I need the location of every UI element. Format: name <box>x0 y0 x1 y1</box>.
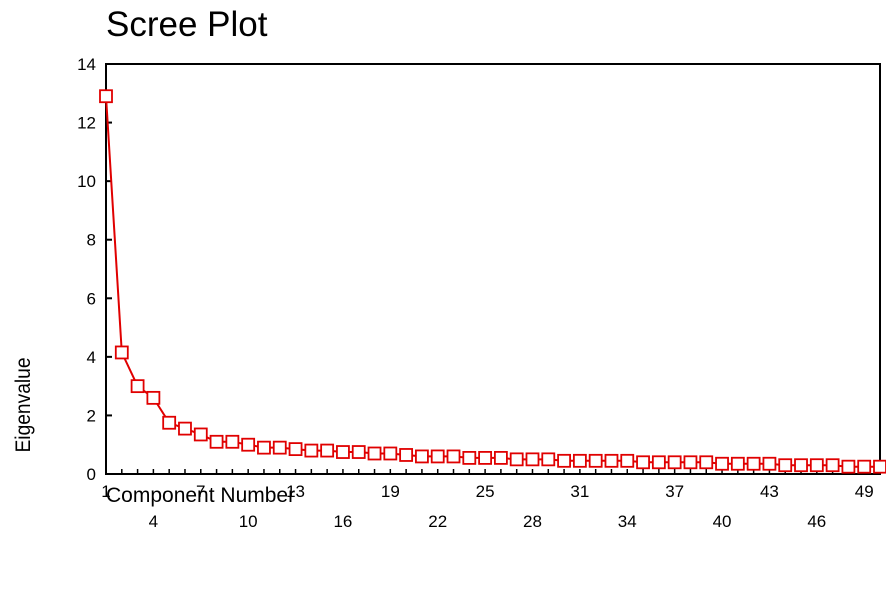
data-point-marker <box>857 459 872 474</box>
data-point-marker <box>699 455 714 470</box>
x-axis-ticks: 1 7 13 19 25 31 37 43 49 4 10 16 22 28 34 40 46 <box>101 469 881 531</box>
data-point-marker <box>636 455 650 470</box>
data-point-marker <box>320 443 335 458</box>
x-tick-label: 4 <box>149 512 158 531</box>
y-tick-label: 8 <box>87 231 96 250</box>
data-point-marker <box>572 453 587 468</box>
data-point-marker <box>462 450 477 465</box>
data-point-marker <box>730 456 745 471</box>
data-point-marker <box>794 458 808 473</box>
x-tick-label: 16 <box>333 512 352 531</box>
data-point-marker <box>762 456 777 471</box>
data-point-marker <box>667 455 682 470</box>
data-point-marker <box>541 452 556 467</box>
data-point-marker <box>509 452 524 467</box>
eigenvalue-line <box>105 96 880 468</box>
data-point-marker <box>383 446 398 461</box>
plot-border <box>105 63 881 475</box>
data-point-marker <box>778 458 793 473</box>
x-tick-label: 19 <box>381 482 400 501</box>
x-tick-label: 46 <box>807 512 826 531</box>
y-tick-label: 12 <box>77 114 96 133</box>
x-tick-label: 13 <box>286 482 305 501</box>
data-point-marker <box>493 450 508 465</box>
data-point-marker <box>525 452 540 467</box>
data-point-marker <box>478 450 493 465</box>
data-point-marker <box>683 455 698 470</box>
eigenvalue-series <box>105 96 880 468</box>
data-point-marker <box>336 445 350 459</box>
data-point-marker <box>604 453 619 468</box>
data-point-marker <box>225 434 240 449</box>
y-tick-label: 0 <box>87 465 96 484</box>
data-point-marker <box>715 456 729 471</box>
y-tick-label: 2 <box>87 406 96 425</box>
data-point-marker <box>873 459 886 474</box>
x-tick-label: 37 <box>665 482 684 501</box>
data-point-marker <box>399 448 414 462</box>
x-tick-label: 28 <box>523 512 542 531</box>
data-point-marker <box>415 449 429 464</box>
data-point-marker <box>557 453 571 468</box>
data-point-marker <box>430 449 445 464</box>
chart-title: Scree Plot <box>106 5 268 44</box>
y-tick-label: 10 <box>77 172 96 191</box>
x-tick-label: 1 <box>101 482 110 501</box>
data-point-marker <box>178 421 192 436</box>
data-point-marker <box>272 440 287 455</box>
x-tick-label: 49 <box>855 482 874 501</box>
x-tick-label: 22 <box>428 512 447 531</box>
data-point-marker <box>241 437 256 452</box>
data-point-marker <box>446 449 461 464</box>
data-point-marker <box>288 442 303 457</box>
plot-frame <box>105 63 881 475</box>
data-point-marker <box>651 455 666 470</box>
x-tick-label: 43 <box>760 482 779 501</box>
x-axis-label: Component Number <box>106 484 295 507</box>
x-tick-label: 31 <box>570 482 589 501</box>
x-tick-label: 34 <box>618 512 637 531</box>
data-point-marker <box>146 390 161 405</box>
data-point-marker <box>130 379 145 394</box>
data-point-marker <box>114 345 129 360</box>
y-axis-ticks: 0 2 4 6 8 10 12 14 <box>77 55 112 484</box>
y-tick-label: 14 <box>77 55 96 74</box>
data-point-marker <box>825 458 840 473</box>
data-point-marker <box>746 456 761 471</box>
data-point-marker <box>367 446 382 461</box>
data-point-marker <box>841 459 856 474</box>
x-tick-label: 25 <box>476 482 495 501</box>
eigenvalue-markers <box>99 89 886 474</box>
x-tick-label: 10 <box>239 512 258 531</box>
data-point-marker <box>99 89 113 104</box>
data-point-marker <box>588 453 603 468</box>
y-tick-label: 4 <box>87 348 96 367</box>
data-point-marker <box>193 427 208 442</box>
data-point-marker <box>257 440 271 455</box>
data-point-marker <box>209 434 224 449</box>
y-axis-label: Eigenvalue <box>12 358 35 453</box>
data-point-marker <box>162 415 177 430</box>
data-point-marker <box>304 443 319 458</box>
y-tick-label: 6 <box>87 289 96 308</box>
x-tick-label: 40 <box>713 512 732 531</box>
data-point-marker <box>809 458 824 473</box>
x-tick-label: 7 <box>196 482 205 501</box>
data-point-marker <box>351 445 366 459</box>
data-point-marker <box>620 453 635 468</box>
